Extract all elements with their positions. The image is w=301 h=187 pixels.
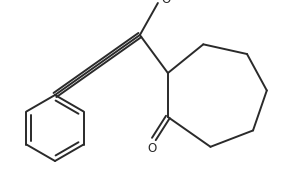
Text: O: O [161, 0, 170, 6]
Text: O: O [147, 142, 157, 155]
